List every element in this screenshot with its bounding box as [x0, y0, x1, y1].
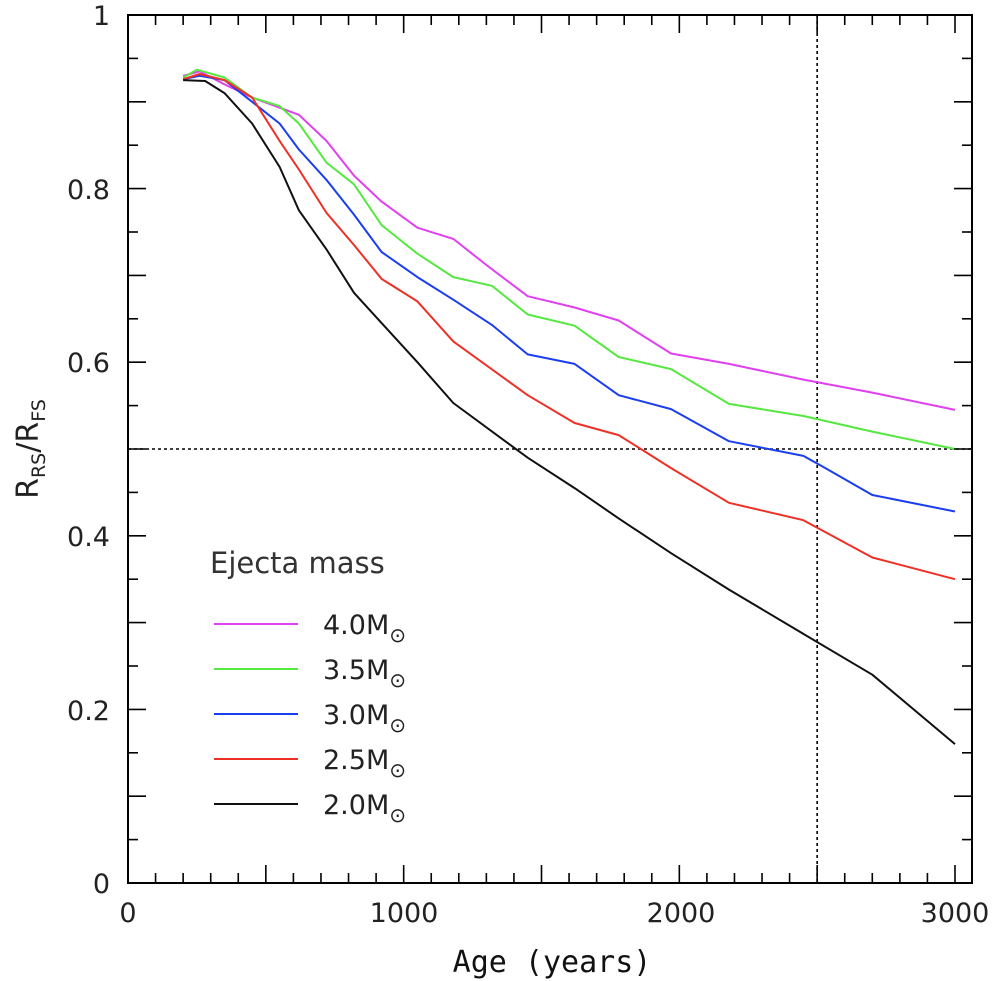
- x-tick-label: 1000: [370, 898, 439, 929]
- y-tick-label: 0.8: [67, 175, 110, 206]
- reference-lines: [128, 15, 972, 883]
- legend-label: 2.5M⊙: [323, 745, 406, 782]
- series-line-2-0: [183, 79, 956, 745]
- y-tick-label: 0.2: [67, 696, 110, 727]
- legend-label: 3.5M⊙: [323, 655, 406, 692]
- y-tick-label: 0: [93, 869, 110, 900]
- x-tick-labels: 0 1000 2000 3000: [119, 898, 989, 929]
- tick-marks: [127, 14, 972, 884]
- x-tick-label: 3000: [921, 898, 990, 929]
- legend-label: 4.0M⊙: [323, 610, 406, 647]
- legend-label: 3.0M⊙: [323, 700, 406, 737]
- series-line-3-0: [182, 74, 956, 513]
- x-tick-label: 0: [119, 898, 136, 929]
- legend-entries: 4.0M⊙ 3.5M⊙ 3.0M⊙ 2.5M⊙ 2.0M⊙: [214, 610, 406, 827]
- series-layer: [182, 68, 956, 745]
- legend-title: Ejecta mass: [210, 546, 385, 580]
- legend: Ejecta mass 4.0M⊙ 3.5M⊙ 3.0M⊙ 2.5M⊙ 2.0M⊙: [210, 546, 406, 827]
- y-axis-title: RRS/RFS: [11, 399, 50, 499]
- x-tick-label: 2000: [647, 898, 716, 929]
- x-axis-title: Age (years): [453, 945, 652, 980]
- y-tick-labels: 0 0.2 0.4 0.6 0.8 1: [67, 1, 110, 900]
- series-line-2-5: [182, 73, 956, 581]
- y-tick-label: 1: [93, 1, 110, 32]
- legend-label: 2.0M⊙: [323, 790, 406, 827]
- y-tick-label: 0.6: [67, 348, 110, 379]
- y-tick-label: 0.4: [67, 522, 110, 553]
- series-line-3-5: [182, 68, 956, 450]
